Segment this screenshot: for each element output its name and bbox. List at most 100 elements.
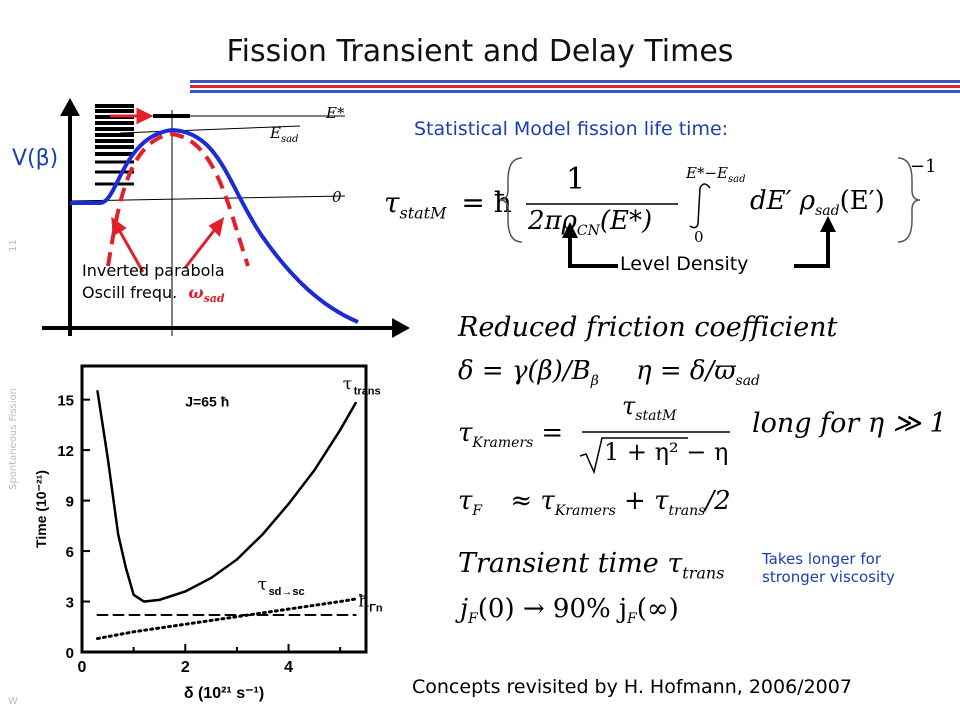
x-tick-label: 4 bbox=[284, 659, 293, 676]
jf-sub: F bbox=[468, 611, 478, 628]
int-lower: 0 bbox=[694, 228, 704, 246]
x-axis-label: δ (10²¹ s⁻¹) bbox=[184, 685, 264, 702]
chart-annotation: J=65 ħ bbox=[185, 393, 229, 409]
integrand-sub: sad bbox=[815, 203, 840, 220]
tauF-main: τ bbox=[458, 486, 473, 516]
v-beta-label: V(β) bbox=[12, 146, 59, 171]
estar-label: E* bbox=[326, 104, 345, 122]
stat-numerator: 1 bbox=[566, 162, 586, 197]
kramers-lhs: τKramers = bbox=[458, 418, 564, 452]
tauF-rhs1: ≈ τ bbox=[510, 486, 555, 516]
kramers-num-sub: statM bbox=[635, 407, 677, 424]
series-label-sub-1: sd→sc bbox=[269, 586, 305, 598]
integrand: dE′ ρsad(E′) bbox=[750, 186, 885, 219]
level-density-arrows bbox=[562, 216, 836, 268]
tauF-equation: τF ≈ τKramers + τtrans/2 bbox=[458, 486, 731, 519]
esad-line bbox=[119, 125, 301, 134]
delta-eq-main: δ = γ(β)/B bbox=[458, 356, 591, 386]
friction-heading: Reduced friction coefficient bbox=[458, 312, 838, 343]
jf-sub2: F bbox=[627, 611, 637, 628]
x-tick-label: 0 bbox=[78, 659, 87, 676]
y-axis-arrow bbox=[60, 98, 80, 116]
y-tick-label: 9 bbox=[66, 494, 74, 511]
title-rule-blue-2 bbox=[190, 90, 960, 93]
tauF-sub: F bbox=[472, 503, 483, 520]
tauF-rhs2-sub: trans bbox=[668, 503, 706, 520]
int-upper-main: E*−E bbox=[686, 164, 728, 182]
kramers-denominator: 1 + η² − η bbox=[604, 438, 729, 466]
jf-rest: (0) → 90% j bbox=[477, 594, 628, 624]
jf-rest2: (∞) bbox=[636, 594, 679, 624]
x-axis-arrow bbox=[392, 318, 410, 338]
tau-statm-lhs: τstatM = ħ bbox=[384, 186, 512, 223]
level-density-label: Level Density bbox=[620, 253, 749, 275]
eta-equation: η = δ/ϖsad bbox=[636, 356, 760, 389]
concepts-footer: Concepts revisited by H. Hofmann, 2006/2… bbox=[412, 676, 852, 698]
omega-symbol: ω bbox=[188, 283, 204, 302]
den-arg: (E*) bbox=[599, 206, 653, 236]
esad-label-sub: sad bbox=[280, 134, 299, 145]
parabola-dashed bbox=[106, 131, 250, 267]
esad-label: Esad bbox=[270, 124, 298, 145]
den-sub: CN bbox=[576, 223, 600, 240]
series-line-1 bbox=[95, 597, 358, 641]
long-for-eta: long for η ≫ 1 bbox=[752, 408, 947, 439]
jf-equation: jF(0) → 90% jF(∞) bbox=[460, 594, 679, 627]
zero-line bbox=[69, 195, 346, 202]
kramers-fraction bbox=[579, 431, 730, 475]
series-label-2: ħ bbox=[358, 592, 369, 612]
delta-eq-sub: β bbox=[590, 373, 599, 390]
inverted-parabola-note: Inverted parabola Oscill frequ. ωsad bbox=[82, 260, 225, 310]
eta-eq-sub: sad bbox=[735, 373, 761, 390]
y-tick-label: 6 bbox=[66, 544, 74, 561]
series-label-1: τ bbox=[258, 575, 267, 595]
title-rule-red bbox=[190, 85, 960, 88]
esad-label-main: E bbox=[270, 124, 281, 142]
title-rule-blue bbox=[190, 80, 960, 83]
transient-heading: Transient time τtrans bbox=[458, 548, 724, 582]
omega-sub: sad bbox=[203, 292, 225, 306]
series-label-0: τ bbox=[343, 375, 352, 395]
x-tick-label: 2 bbox=[181, 659, 190, 676]
kramers-lhs-main: τ bbox=[458, 418, 473, 448]
stat-brackets bbox=[500, 157, 921, 243]
oscill-frequ-text: Oscill frequ. bbox=[82, 283, 178, 302]
y-tick-label: 0 bbox=[66, 645, 74, 662]
y-tick-label: 3 bbox=[66, 595, 74, 612]
kramers-numerator: τstatM bbox=[622, 392, 676, 424]
transient-heading-sub: trans bbox=[682, 563, 725, 583]
y-tick-label: 12 bbox=[57, 443, 74, 460]
series-label-sub-2: Γn bbox=[369, 603, 383, 615]
series-line-0 bbox=[96, 389, 357, 603]
transient-heading-main: Transient time τ bbox=[458, 548, 683, 579]
potential-diagram bbox=[42, 98, 410, 338]
viscosity-note-line2: stronger viscosity bbox=[762, 568, 895, 586]
y-axis-label: Time (10⁻²¹) bbox=[36, 470, 49, 548]
int-upper: E*−Esad bbox=[686, 164, 745, 185]
stat-power: −1 bbox=[910, 156, 937, 177]
viscosity-note: Takes longer for stronger viscosity bbox=[762, 550, 895, 586]
hbar: = ħ bbox=[461, 186, 512, 219]
integrand-main: dE′ ρ bbox=[750, 186, 816, 216]
integrand-arg: (E′) bbox=[839, 186, 885, 216]
delta-equation: δ = γ(β)/Bβ bbox=[458, 356, 599, 389]
stat-model-title: Statistical Model fission life time: bbox=[414, 118, 729, 140]
inverted-parabola-line1: Inverted parabola bbox=[82, 261, 225, 280]
delay-time-chart: 0 3 6 9 12 15 0 2 4 Time (10⁻²¹) δ (10²¹ s⁻¹) J=65 … bbox=[36, 364, 383, 702]
red-arrows bbox=[110, 107, 225, 273]
side-footer: W bbox=[8, 696, 18, 707]
kramers-lhs-sub: Kramers bbox=[472, 435, 534, 452]
int-upper-sub: sad bbox=[727, 174, 746, 185]
kramers-num-main: τ bbox=[622, 392, 636, 420]
tau-sub: statM bbox=[399, 203, 447, 223]
tau-symbol: τ bbox=[384, 186, 400, 219]
potential-curve bbox=[70, 127, 359, 324]
page-title: Fission Transient and Delay Times bbox=[226, 34, 734, 69]
side-topic: Spontaneous Fission bbox=[8, 388, 19, 490]
y-tick-label: 15 bbox=[57, 393, 74, 410]
viscosity-note-line1: Takes longer for bbox=[762, 550, 881, 568]
series-label-sub-0: trans bbox=[354, 386, 381, 398]
tauF-rhs1-sub: Kramers bbox=[554, 503, 616, 520]
zero-label: 0 bbox=[332, 188, 342, 206]
tauF-rhs3: /2 bbox=[705, 486, 731, 516]
